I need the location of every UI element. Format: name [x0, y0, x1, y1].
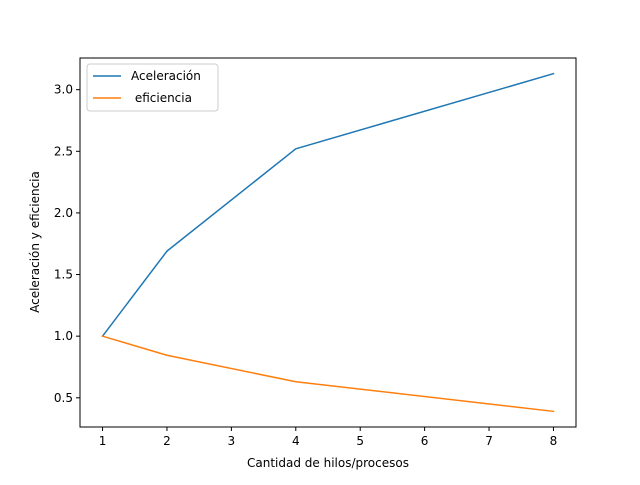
y-tick-label: 2.5: [54, 144, 73, 158]
x-axis-ticks: 1 2 3 4 5 6 7 8: [99, 427, 558, 448]
x-axis-label: Cantidad de hilos/procesos: [247, 456, 409, 470]
x-tick-label: 2: [163, 434, 171, 448]
series-line-eficiencia: [101, 335, 555, 413]
legend-label-aceleracion: Aceleración: [131, 69, 201, 83]
x-tick-label: 7: [485, 434, 493, 448]
y-tick-label: 0.5: [54, 391, 73, 405]
x-tick-label: 1: [99, 434, 107, 448]
y-axis-label: Aceleración y eficiencia: [28, 171, 42, 313]
y-tick-label: 1.0: [54, 329, 73, 343]
legend-label-eficiencia: eficiencia: [131, 91, 192, 105]
y-tick-label: 1.5: [54, 268, 73, 282]
plot-area: [79, 57, 577, 428]
x-tick-label: 6: [421, 434, 429, 448]
x-tick-label: 5: [356, 434, 364, 448]
legend: Aceleración eficiencia: [86, 63, 219, 112]
y-tick-label: 2.0: [54, 206, 73, 220]
x-tick-label: 3: [228, 434, 236, 448]
series-layer: [101, 72, 555, 413]
x-tick-label: 8: [550, 434, 558, 448]
series-line-aceleracion: [101, 72, 555, 338]
y-tick-label: 3.0: [54, 83, 73, 97]
x-tick-label: 4: [292, 434, 300, 448]
axes-frame: [79, 57, 577, 428]
y-axis-ticks: 0.5 1.0 1.5 2.0 2.5 3.0: [54, 83, 80, 405]
